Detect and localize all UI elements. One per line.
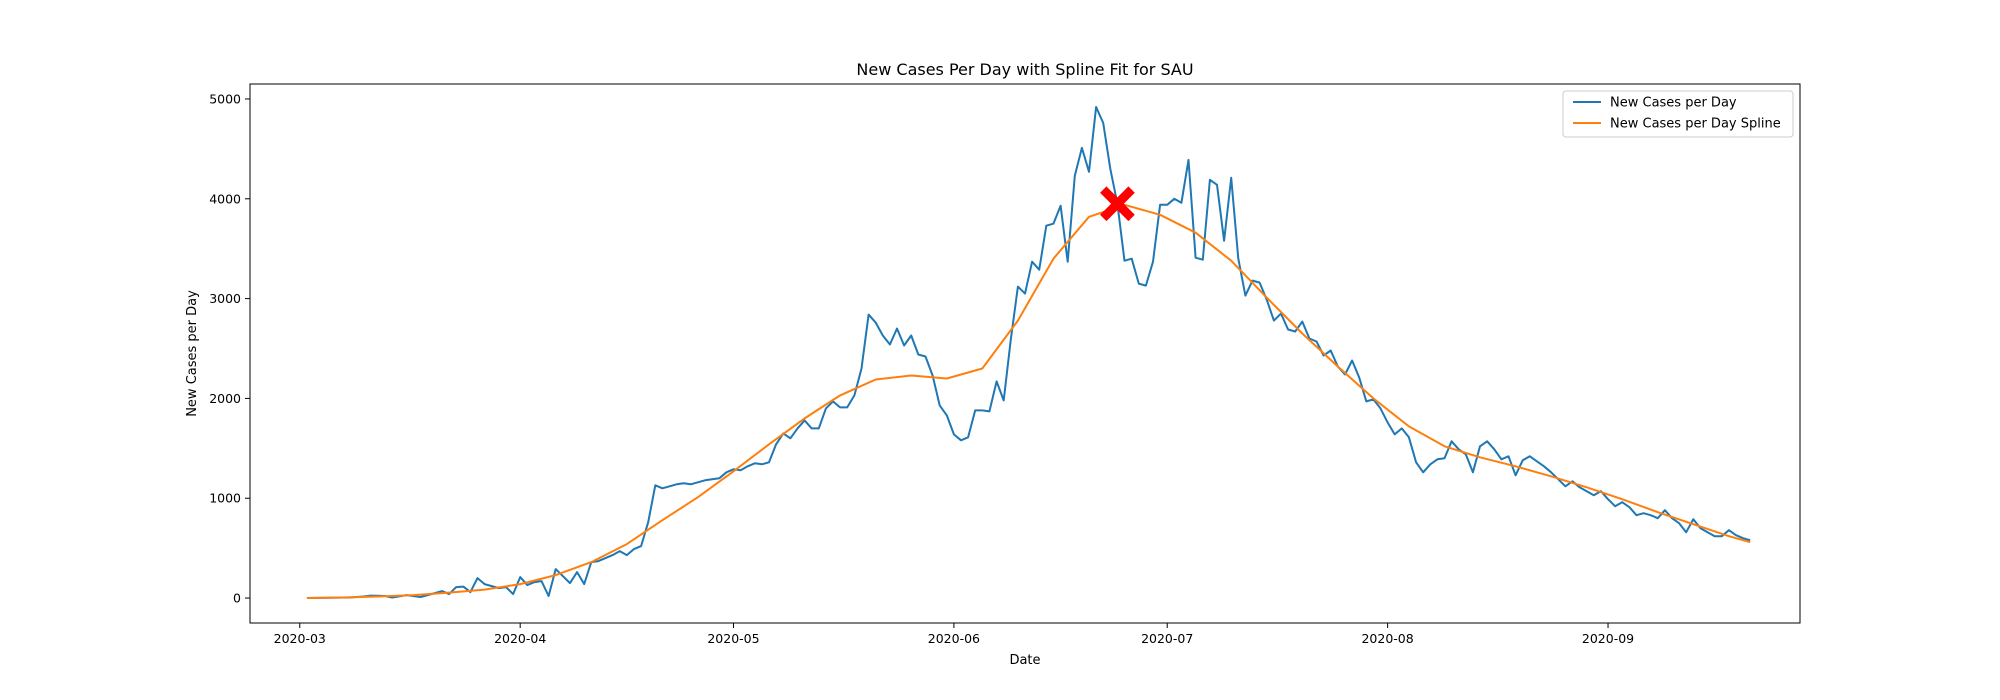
x-tick-label: 2020-08 [1361,631,1413,646]
x-tick-label: 2020-03 [274,631,326,646]
x-tick-label: 2020-06 [928,631,980,646]
legend: New Cases per Day New Cases per Day Spli… [1562,90,1794,138]
series-line-spline [306,203,1751,599]
legend-label-raw: New Cases per Day [1610,96,1737,111]
legend-frame [1562,90,1794,138]
x-tick-label: 2020-09 [1582,631,1634,646]
y-axis: 0 1000 2000 3000 4000 5000 [209,91,250,606]
y-tick-label: 3000 [209,291,241,306]
y-axis-label: New Cases per Day [185,290,200,417]
plot-frame [249,83,1801,624]
x-axis: 2020-03 2020-04 2020-05 2020-06 2020-07 2020-… [274,623,1634,646]
y-tick-label: 4000 [209,191,241,206]
x-tick-label: 2020-07 [1141,631,1193,646]
chart-title: New Cases Per Day with Spline Fit for SA… [856,60,1193,79]
y-tick-label: 2000 [209,391,241,406]
y-tick-label: 1000 [209,491,241,506]
peak-marker-stroke [1100,186,1135,222]
series-line-new-cases [306,106,1751,599]
plot-area [306,106,1751,599]
y-tick-label: 5000 [209,91,241,106]
legend-label-spline: New Cases per Day Spline [1610,117,1781,132]
x-axis-label: Date [1009,653,1040,668]
x-tick-label: 2020-05 [707,631,759,646]
y-tick-label: 0 [233,591,241,606]
peak-marker [1100,186,1135,222]
x-tick-label: 2020-04 [494,631,546,646]
